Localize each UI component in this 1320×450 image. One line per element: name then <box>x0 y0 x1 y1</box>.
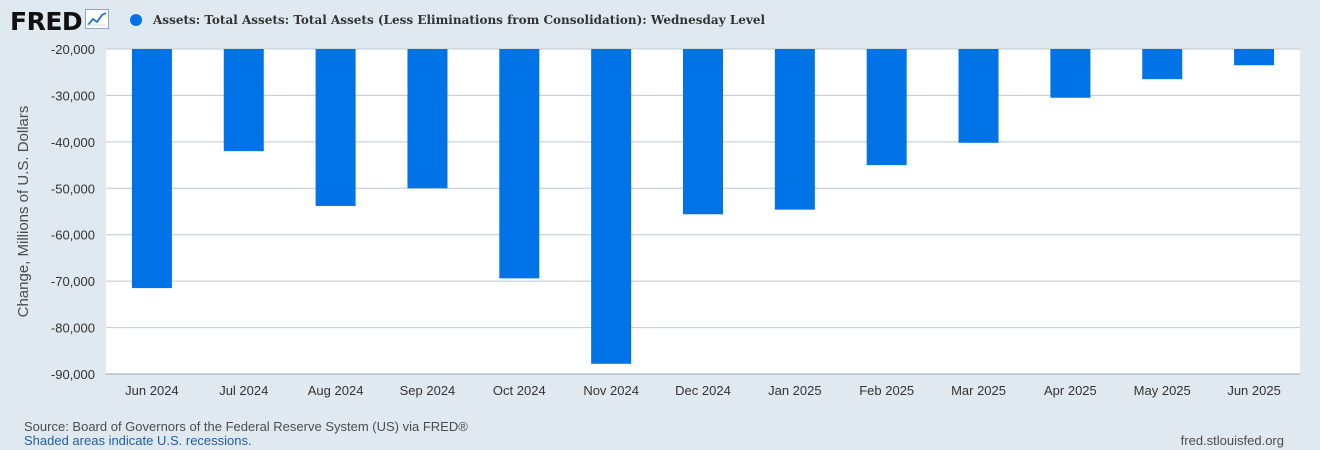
x-tick-label: May 2025 <box>1134 383 1191 398</box>
y-tick-label: -60,000 <box>51 228 95 243</box>
fred-url[interactable]: fred.stlouisfed.org <box>1180 433 1284 448</box>
x-tick-label: Feb 2025 <box>859 383 914 398</box>
bar <box>407 49 448 189</box>
legend-label: Assets: Total Assets: Total Assets (Less… <box>153 13 766 27</box>
y-tick-label: -50,000 <box>51 181 95 196</box>
bar <box>591 49 632 364</box>
bar <box>866 49 907 166</box>
bar <box>223 49 264 152</box>
bar <box>958 49 999 143</box>
x-tick-label: Jan 2025 <box>768 383 822 398</box>
bar <box>499 49 540 279</box>
legend-marker <box>130 14 142 26</box>
y-tick-label: -80,000 <box>51 321 95 336</box>
bar <box>315 49 356 206</box>
source-note: Source: Board of Governors of the Federa… <box>24 419 468 434</box>
y-tick-label: -70,000 <box>51 274 95 289</box>
y-axis-title: Change, Millions of U.S. Dollars <box>15 106 32 318</box>
bar <box>1234 49 1275 66</box>
x-tick-label: Oct 2024 <box>493 383 546 398</box>
y-tick-label: -30,000 <box>51 88 95 103</box>
trend-line-icon <box>85 8 110 34</box>
x-tick-label: Sep 2024 <box>400 383 456 398</box>
fred-logo[interactable]: FRED <box>10 6 83 36</box>
x-tick-label: Apr 2025 <box>1044 383 1097 398</box>
chart-legend: Assets: Total Assets: Total Assets (Less… <box>130 13 765 27</box>
x-tick-label: Jun 2025 <box>1227 383 1281 398</box>
recession-note[interactable]: Shaded areas indicate U.S. recessions. <box>24 433 252 448</box>
bar <box>1050 49 1091 98</box>
y-tick-label: -20,000 <box>51 42 95 57</box>
bar <box>1142 49 1183 80</box>
x-tick-label: Dec 2024 <box>675 383 731 398</box>
y-tick-label: -40,000 <box>51 135 95 150</box>
x-tick-label: Aug 2024 <box>308 383 364 398</box>
x-tick-label: Nov 2024 <box>583 383 639 398</box>
x-tick-label: Jul 2024 <box>219 383 268 398</box>
x-tick-label: Mar 2025 <box>951 383 1006 398</box>
y-tick-label: -90,000 <box>51 367 95 382</box>
fred-header: FRED <box>10 6 110 36</box>
bar <box>683 49 723 215</box>
bar <box>774 49 815 210</box>
x-tick-label: Jun 2024 <box>125 383 179 398</box>
bar <box>131 49 172 289</box>
